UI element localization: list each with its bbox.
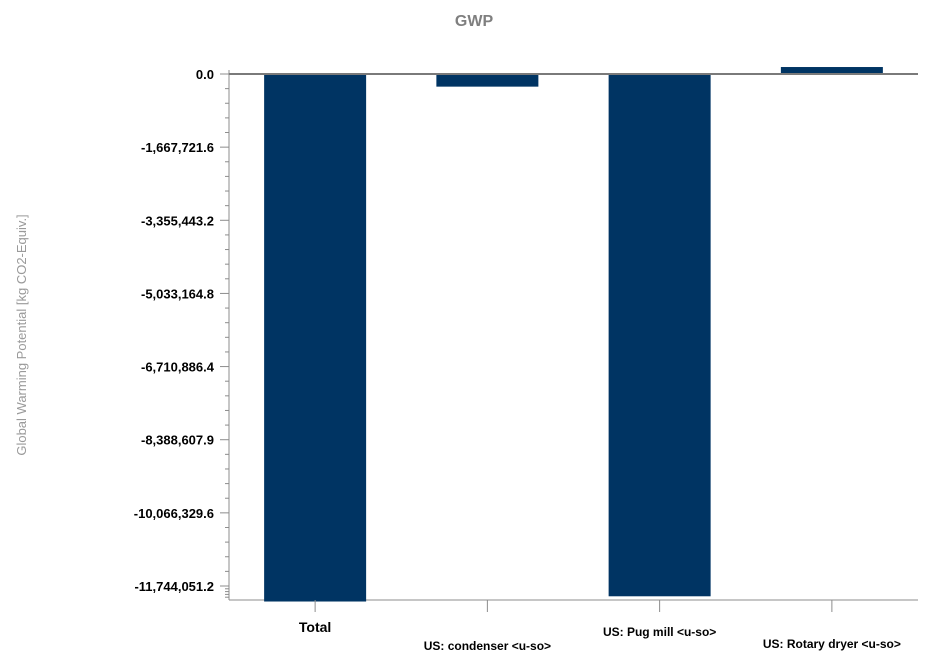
bar-4 [780,67,883,74]
bar-2 [436,74,539,87]
x-tick-label: Total [299,619,331,635]
y-tick-label: -10,066,329.6 [134,506,214,521]
y-tick-label: -6,710,886.4 [141,360,215,375]
y-tick-label: -11,744,051.2 [134,579,214,594]
y-axis-label: Global Warming Potential [kg CO2-Equiv.] [14,214,29,455]
y-tick-label: -5,033,164.8 [141,286,214,301]
x-tick-label: US: Pug mill <u-so> [603,625,716,639]
bar-3 [608,74,711,597]
x-tick-label: US: Rotary dryer <u-so> [763,637,901,651]
bar-1 [264,74,367,602]
y-tick-label: -8,388,607.9 [141,433,214,448]
x-tick-label: US: condenser <u-so> [424,639,551,653]
y-tick-label: 0.0 [196,67,214,82]
y-tick-label: -1,667,721.6 [141,140,214,155]
chart-title: GWP [455,13,494,30]
plot-area: 0.0 -1,667,721.6 -3,355,443.2 -5,033,164.8 -… [134,67,918,653]
y-tick-label: -3,355,443.2 [141,213,214,228]
